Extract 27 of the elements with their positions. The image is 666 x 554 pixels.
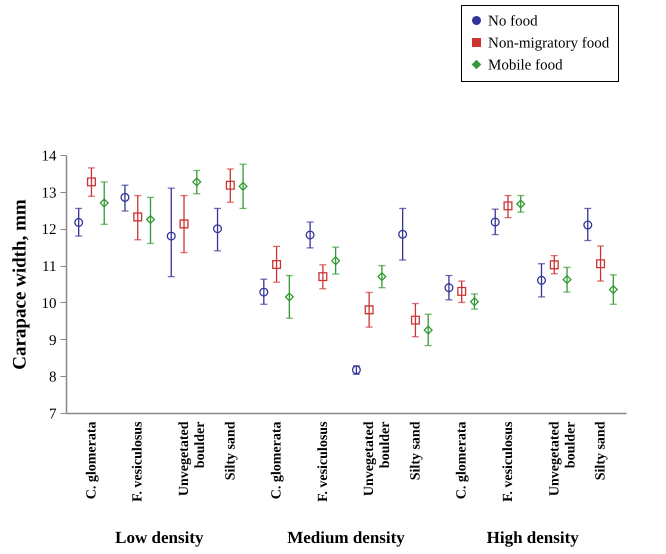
y-tick-label: 13 xyxy=(42,185,56,202)
y-tick-label: 10 xyxy=(42,296,56,312)
x-tick-label: Silty sand xyxy=(223,421,238,480)
x-tick-label: C. glomerata xyxy=(270,422,285,500)
x-tick-label: Unvegetated boulder xyxy=(177,421,208,496)
y-tick-label: 14 xyxy=(42,148,57,164)
y-tick-label: 12 xyxy=(42,222,56,238)
y-axis-title: Carapace width, mm xyxy=(10,199,30,370)
x-tick-label: F. vesiculosus xyxy=(500,420,516,502)
x-tick-label: F. vesiculosus xyxy=(130,420,146,502)
x-tick-label: Unvegetated boulder xyxy=(547,421,578,496)
legend-label: No food xyxy=(488,14,538,30)
x-tick-label: F. vesiculosus xyxy=(316,420,331,502)
text: High density xyxy=(486,528,580,547)
x-tick-label: C. glomerata xyxy=(84,422,100,500)
x-tick-label: Silty sand xyxy=(594,421,609,480)
x-tick-label: Silty sand xyxy=(408,421,424,480)
y-tick-label: 8 xyxy=(49,370,56,386)
y-tick-label: 9 xyxy=(49,332,56,349)
text: Low density xyxy=(115,528,204,547)
legend-label: Mobile food xyxy=(488,58,564,74)
y-tick-label: 7 xyxy=(49,406,57,422)
legend-label: Non-migratory food xyxy=(488,36,610,52)
x-tick-label: C. glomerata xyxy=(454,422,470,500)
text: Medium density xyxy=(287,528,406,547)
y-tick-label: 11 xyxy=(42,259,56,276)
x-tick-label: Unvegetated boulder xyxy=(362,421,394,496)
